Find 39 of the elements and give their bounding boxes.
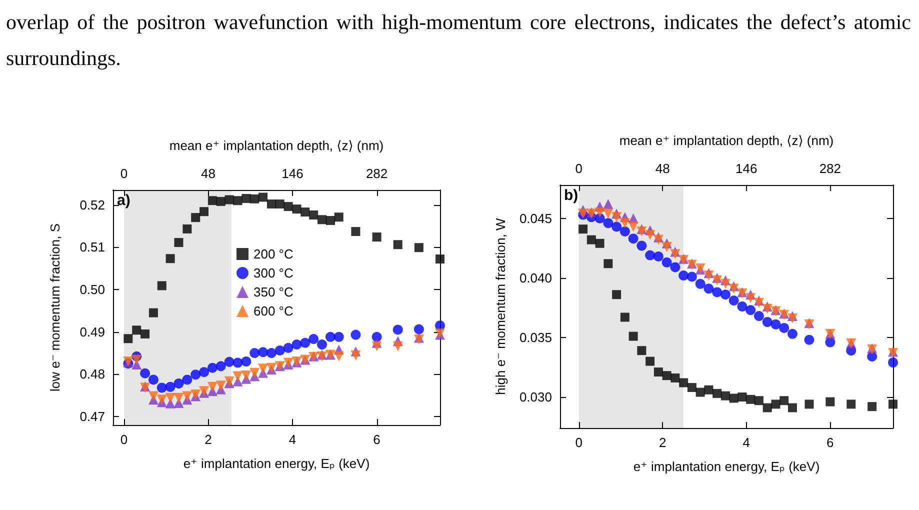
text: 146 bbox=[282, 166, 304, 181]
y-tick-label: 0.50 bbox=[80, 282, 105, 298]
x2-axis-title: mean e⁺ implantation depth, ⟨z⟩ (nm) bbox=[169, 138, 384, 153]
y-tick-label: 0.040 bbox=[519, 270, 552, 286]
y-tick-label: 0.035 bbox=[519, 330, 552, 345]
x-axis-title: e⁺ implantation energy, Eₚ (keV) bbox=[633, 459, 820, 474]
x-tick-label: 4 bbox=[742, 435, 750, 450]
legend-label: 300 °C bbox=[254, 266, 294, 280]
x2-axis-title: mean e⁺ implantation depth, ⟨z⟩ (nm) bbox=[619, 133, 834, 148]
x-tick-label: 4 bbox=[288, 432, 296, 447]
text: 48 bbox=[655, 161, 670, 176]
x-tick-label: 0 bbox=[120, 432, 128, 447]
text: 48 bbox=[201, 166, 216, 181]
text: 0 bbox=[120, 166, 128, 181]
y-tick-label: 0.030 bbox=[519, 390, 552, 405]
annotation: a) bbox=[117, 192, 130, 209]
annotation: b) bbox=[564, 187, 578, 204]
text: 146 bbox=[736, 161, 758, 176]
y-tick-label: 0.47 bbox=[80, 409, 105, 424]
x-tick-label: 6 bbox=[373, 432, 380, 447]
y-axis-title: high e⁻ momentum fraction, W bbox=[493, 217, 508, 395]
x-axis-title: e⁺ implantation energy, Eₚ (keV) bbox=[183, 456, 370, 471]
y-axis-title: low e⁻ momentum fraction, S bbox=[48, 223, 62, 392]
y-tick-label: 0.52 bbox=[80, 197, 105, 212]
chart-title: overlap of the positron wavefunction with high-momentum core electrons, indicates the defect’s atomic surroundings. bbox=[6, 9, 911, 72]
x-tick-label: 2 bbox=[659, 435, 666, 450]
y-tick-label: 0.045 bbox=[519, 210, 552, 226]
legend-label: 200 °C bbox=[254, 246, 294, 262]
y-tick-label: 0.51 bbox=[80, 240, 105, 255]
legend-label: 600 °C bbox=[254, 304, 294, 318]
text: 282 bbox=[819, 161, 842, 176]
x-tick-label: 0 bbox=[575, 435, 582, 450]
text: 0 bbox=[575, 161, 582, 176]
x-tick-label: 2 bbox=[204, 432, 212, 447]
y-tick-label: 0.48 bbox=[80, 366, 105, 382]
x-tick-label: 6 bbox=[826, 435, 834, 450]
legend-label: 350 °C bbox=[254, 284, 294, 300]
text: 282 bbox=[366, 166, 388, 181]
y-tick-label: 0.49 bbox=[80, 324, 105, 340]
